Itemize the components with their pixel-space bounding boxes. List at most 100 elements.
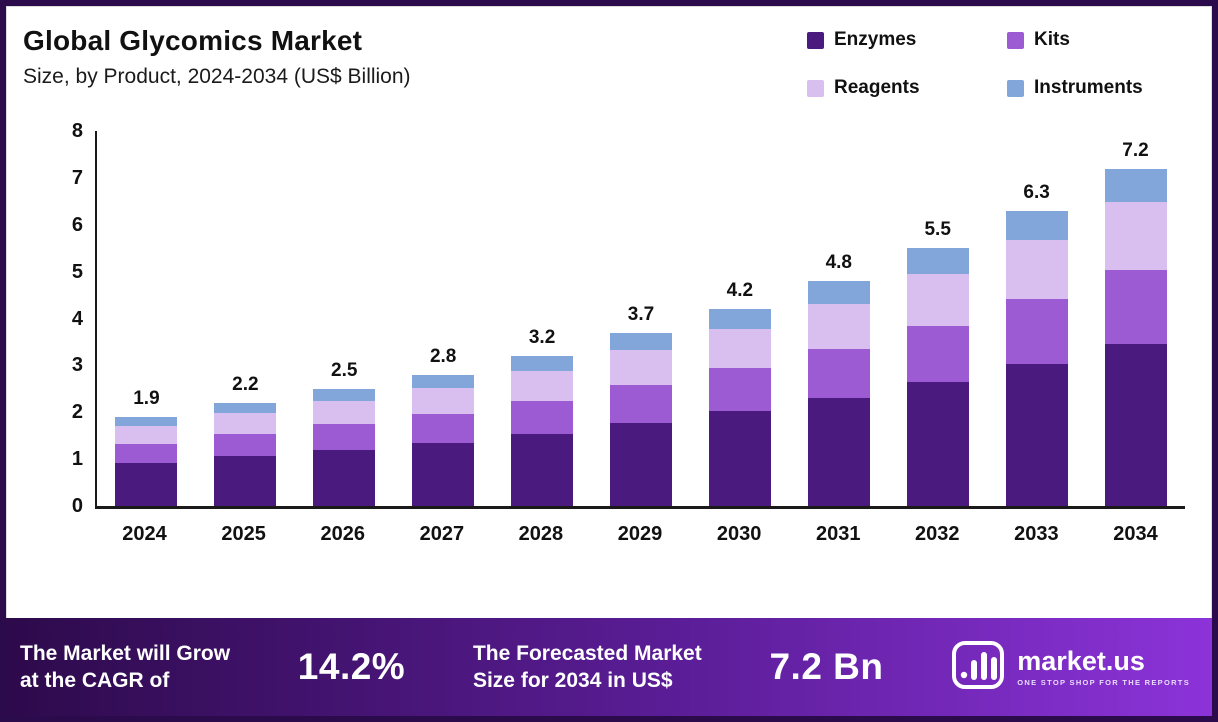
bar-segment-instruments-2030 (708, 309, 771, 329)
chart-header: Global Glycomics Market Size, by Product… (7, 7, 1211, 89)
bar-stack-2024 (115, 416, 178, 506)
bar-segment-reagents-2026 (313, 400, 376, 424)
y-tick-2: 2 (71, 401, 83, 424)
bar-segment-kits-2032 (906, 325, 969, 383)
cagr-value: 14.2% (297, 646, 406, 687)
stacked-bar-chart: 0 1 2 3 4 5 6 7 8 1.9 2.2 2.5 2.8 3.2 3.7 4.2 4.8 5.5 6.3… (72, 120, 1185, 517)
bar-segment-reagents-2033 (1005, 240, 1068, 300)
page-title: Global Glycomics Market (23, 25, 363, 56)
y-tick-3: 3 (71, 354, 83, 377)
bar-segment-instruments-2029 (609, 332, 672, 350)
bar-segment-enzymes-2032 (906, 382, 969, 506)
bar-segment-enzymes-2034 (1104, 343, 1167, 506)
x-axis-label-2029: 2029 (617, 523, 663, 545)
x-axis-label-2024: 2024 (122, 523, 167, 545)
legend-label: Kits (1034, 29, 1070, 50)
bar-segment-instruments-2026 (313, 388, 376, 401)
bar-total-label-2024: 1.9 (133, 387, 160, 409)
bar-segment-reagents-2025 (214, 413, 277, 434)
legend-swatch-kits (1007, 31, 1024, 49)
footer-banner: The Market will Grow at the CAGR of 14.2… (6, 618, 1212, 716)
brand-logo: market.us ONE STOP SHOP FOR THE REPORTS (951, 640, 1190, 695)
legend-item-enzymes: Enzymes (807, 29, 997, 51)
legend-swatch-reagents (807, 79, 824, 97)
x-axis-label-2028: 2028 (518, 523, 564, 545)
bar-segment-kits-2026 (313, 423, 376, 450)
y-axis-ticks: 0 1 2 3 4 5 6 7 8 (72, 120, 1185, 517)
bar-total-label-2031: 4.8 (825, 252, 852, 273)
bar-segment-kits-2034 (1104, 269, 1167, 344)
bar-segment-instruments-2027 (412, 374, 475, 388)
bar-total-label-2027: 2.8 (429, 345, 457, 367)
legend-label: Reagents (834, 77, 920, 98)
bar-stack-2031 (807, 281, 870, 506)
bar-segment-kits-2028 (511, 401, 574, 434)
bar-stack-2026 (313, 388, 376, 506)
x-axis-label-2031: 2031 (815, 523, 861, 545)
x-axis-label-2032: 2032 (915, 523, 960, 545)
bar-group-2030: 4.2 (690, 131, 789, 506)
cagr-label: The Market will Grow at the CAGR of (20, 641, 231, 692)
forecast-label: The Forecasted Market Size for 2034 in U… (472, 641, 702, 692)
bar-group-2031: 4.8 (789, 131, 888, 506)
bar-segment-reagents-2029 (609, 349, 672, 385)
bar-segment-instruments-2024 (115, 416, 178, 426)
bar-group-2033: 6.3 (987, 131, 1086, 506)
y-tick-4: 4 (71, 307, 83, 330)
bar-segment-enzymes-2033 (1005, 364, 1068, 506)
x-axis-label-2025: 2025 (221, 523, 266, 545)
x-axis-label-2034: 2034 (1113, 523, 1158, 545)
bar-total-label-2029: 3.7 (627, 303, 655, 325)
bar-segment-kits-2031 (807, 348, 870, 399)
bars-container: 1.9 2.2 2.5 2.8 3.2 3.7 4.2 4.8 5.5 6.3 7.2 (97, 131, 1185, 506)
chart-panel: Global Glycomics Market Size, by Product… (6, 6, 1212, 618)
bar-stack-2034 (1104, 168, 1167, 506)
bar-total-label-2034: 7.2 (1122, 139, 1149, 161)
y-tick-0: 0 (71, 495, 83, 517)
bar-stack-2028 (511, 356, 574, 506)
x-axis-label-2030: 2030 (716, 523, 762, 545)
x-axis-label-2026: 2026 (320, 523, 365, 545)
bar-group-2034: 7.2 (1086, 131, 1185, 506)
bar-group-2029: 3.7 (592, 131, 691, 506)
bar-stack-2025 (214, 402, 277, 506)
bar-segment-instruments-2025 (214, 402, 277, 414)
legend-label: Enzymes (834, 29, 917, 50)
bar-segment-kits-2029 (609, 384, 672, 423)
bar-segment-reagents-2027 (412, 387, 475, 415)
bar-segment-enzymes-2024 (115, 463, 178, 506)
bar-total-label-2028: 3.2 (528, 327, 556, 348)
bar-group-2025: 2.2 (196, 131, 295, 506)
bar-group-2024: 1.9 (97, 131, 196, 506)
bar-stack-2027 (412, 374, 475, 506)
bar-segment-kits-2033 (1005, 299, 1068, 365)
legend: Enzymes Kits Reagents Instruments (807, 29, 1197, 99)
brand-name: market.us (1017, 645, 1145, 676)
bar-segment-reagents-2034 (1104, 202, 1167, 270)
bar-segment-kits-2030 (708, 368, 771, 412)
bar-segment-enzymes-2025 (214, 456, 277, 506)
bar-group-2026: 2.5 (295, 131, 394, 506)
y-tick-5: 5 (71, 260, 83, 283)
bar-group-2028: 3.2 (493, 131, 592, 506)
bar-segment-reagents-2024 (115, 425, 178, 444)
bar-total-label-2026: 2.5 (331, 359, 358, 381)
legend-swatch-instruments (1007, 79, 1024, 97)
bar-segment-kits-2025 (214, 433, 277, 457)
bar-segment-instruments-2032 (906, 248, 969, 274)
legend-label: Instruments (1034, 77, 1143, 98)
bar-segment-reagents-2030 (708, 328, 771, 369)
marketus-logo-icon (951, 640, 1005, 695)
bar-group-2027: 2.8 (394, 131, 493, 506)
page-subtitle: Size, by Product, 2024-2034 (US$ Billion… (23, 65, 411, 88)
legend-item-instruments: Instruments (1007, 77, 1197, 99)
bar-segment-kits-2024 (115, 443, 178, 464)
bar-segment-kits-2027 (412, 414, 475, 444)
legend-item-kits: Kits (1007, 29, 1197, 51)
bar-group-2032: 5.5 (888, 131, 987, 506)
bar-segment-instruments-2034 (1104, 168, 1167, 203)
legend-swatch-enzymes (807, 31, 824, 49)
bar-stack-2033 (1005, 210, 1068, 506)
bar-segment-enzymes-2027 (412, 443, 475, 506)
